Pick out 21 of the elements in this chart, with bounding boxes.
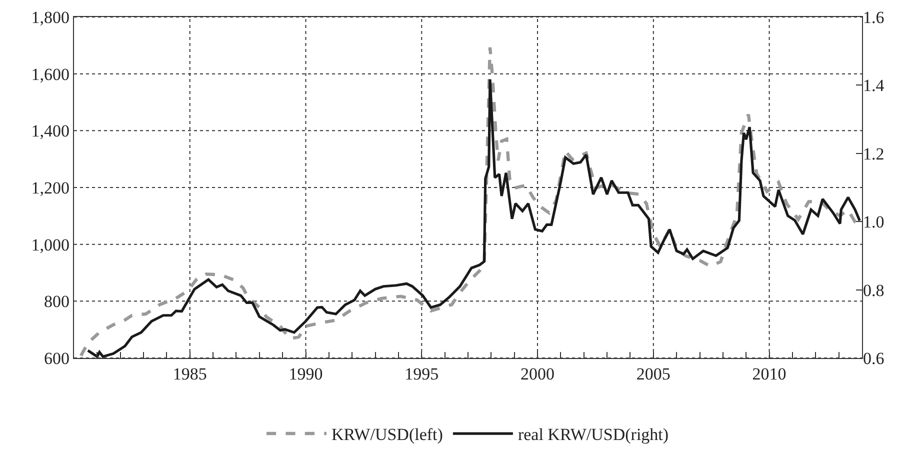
- y-tick-label: 1,800: [31, 8, 70, 27]
- y-tick-label: 1,600: [31, 64, 70, 84]
- legend-label: real KRW/USD(right): [518, 425, 669, 444]
- y2-tick-label: 0.6: [863, 348, 884, 368]
- y2-tick-label: 1.4: [863, 76, 885, 96]
- x-tick-label: 2000: [520, 364, 555, 384]
- y-tick-label: 600: [44, 348, 70, 368]
- y-tick-label: 1,400: [31, 122, 70, 141]
- y-tick-label: 800: [44, 292, 70, 312]
- y-tick-label: 1,000: [31, 235, 70, 254]
- x-tick-label: 1985: [172, 364, 207, 384]
- y2-tick-label: 1.6: [863, 8, 884, 27]
- legend-label: KRW/USD(left): [332, 425, 443, 444]
- x-tick-label: 1995: [404, 364, 439, 384]
- x-tick-label: 2010: [752, 364, 786, 384]
- y-tick-label: 1,200: [31, 178, 70, 198]
- y2-tick-label: 1.0: [863, 212, 884, 232]
- y2-tick-label: 1.2: [863, 144, 884, 164]
- y2-tick-label: 0.8: [863, 280, 884, 300]
- x-tick-label: 2005: [636, 364, 670, 384]
- x-tick-label: 1990: [288, 364, 323, 384]
